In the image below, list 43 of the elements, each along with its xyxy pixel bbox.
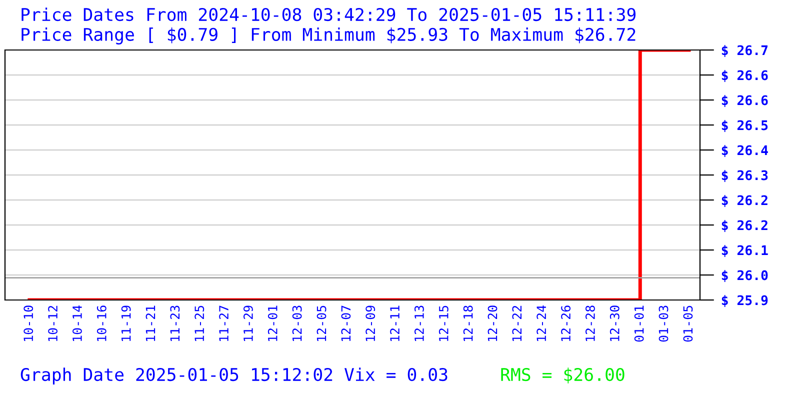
x-tick-label: 12-30	[610, 306, 620, 341]
x-tick-label: 10-16	[96, 306, 106, 341]
y-tick-label: $ 26.2	[722, 220, 768, 232]
text: Graph Date 2025-01-05 15:12:02 Vix = 0.03	[20, 368, 448, 384]
x-tick-label: 11-25	[194, 306, 204, 341]
y-tick-label: $ 25.9	[722, 294, 768, 307]
x-tick-label: 10-10	[24, 306, 34, 341]
y-tick-label: $ 26.3	[722, 170, 768, 182]
x-tick-label: 11-19	[121, 306, 131, 341]
x-tick-label: 01-05	[683, 306, 693, 342]
x-tick-label: 12-24	[536, 305, 546, 341]
y-tick-label: $ 26.5	[722, 120, 768, 132]
x-tick-label: 12-20	[488, 306, 498, 341]
x-tick-label: 10-12	[48, 306, 58, 341]
chart-subtitle: Price Range [ $0.79 ] From Minimum $25.93 To Maximum $26.72	[22, 28, 636, 44]
x-tick-label: 12-18	[463, 306, 473, 341]
x-tick-label: 01-01	[634, 306, 644, 342]
x-tick-label: 12-26	[561, 306, 571, 341]
y-tick-label: $ 26.0	[722, 270, 768, 282]
x-tick-label: 12-01	[268, 306, 278, 341]
x-tick-label: 01-03	[658, 306, 668, 342]
x-tick-label: 11-21	[146, 306, 156, 341]
y-tick-label: $ 26.4	[722, 144, 768, 157]
y-tick-label: $ 26.1	[722, 244, 768, 257]
y-tick-label: $ 26.6	[722, 70, 768, 82]
chart-title: Price Dates From 2024-10-08 03:42:29 To 2025-01-05 15:11:39	[22, 8, 636, 22]
x-tick-label: 12-11	[390, 306, 400, 341]
x-tick-label: 12-05	[316, 306, 326, 341]
x-tick-label: 12-03	[292, 306, 302, 341]
x-tick-label: 12-13	[414, 306, 424, 341]
x-tick-label: 11-29	[243, 306, 253, 341]
y-tick-label: $ 26.6	[722, 94, 768, 107]
x-tick-label: 12-07	[341, 306, 351, 341]
x-tick-label: 12-09	[366, 306, 376, 341]
x-tick-label: 12-28	[585, 306, 595, 341]
x-tick-label: 10-14	[72, 305, 82, 341]
x-tick-label: 12-15	[438, 306, 448, 341]
text: RMS = $26.00	[501, 368, 624, 384]
y-tick-label: $ 26.2	[722, 194, 768, 207]
y-tick-label: $ 26.7	[722, 44, 768, 57]
x-tick-label: 11-27	[219, 306, 228, 341]
x-tick-label: 11-23	[170, 306, 180, 341]
x-tick-label: 12-22	[512, 306, 522, 341]
